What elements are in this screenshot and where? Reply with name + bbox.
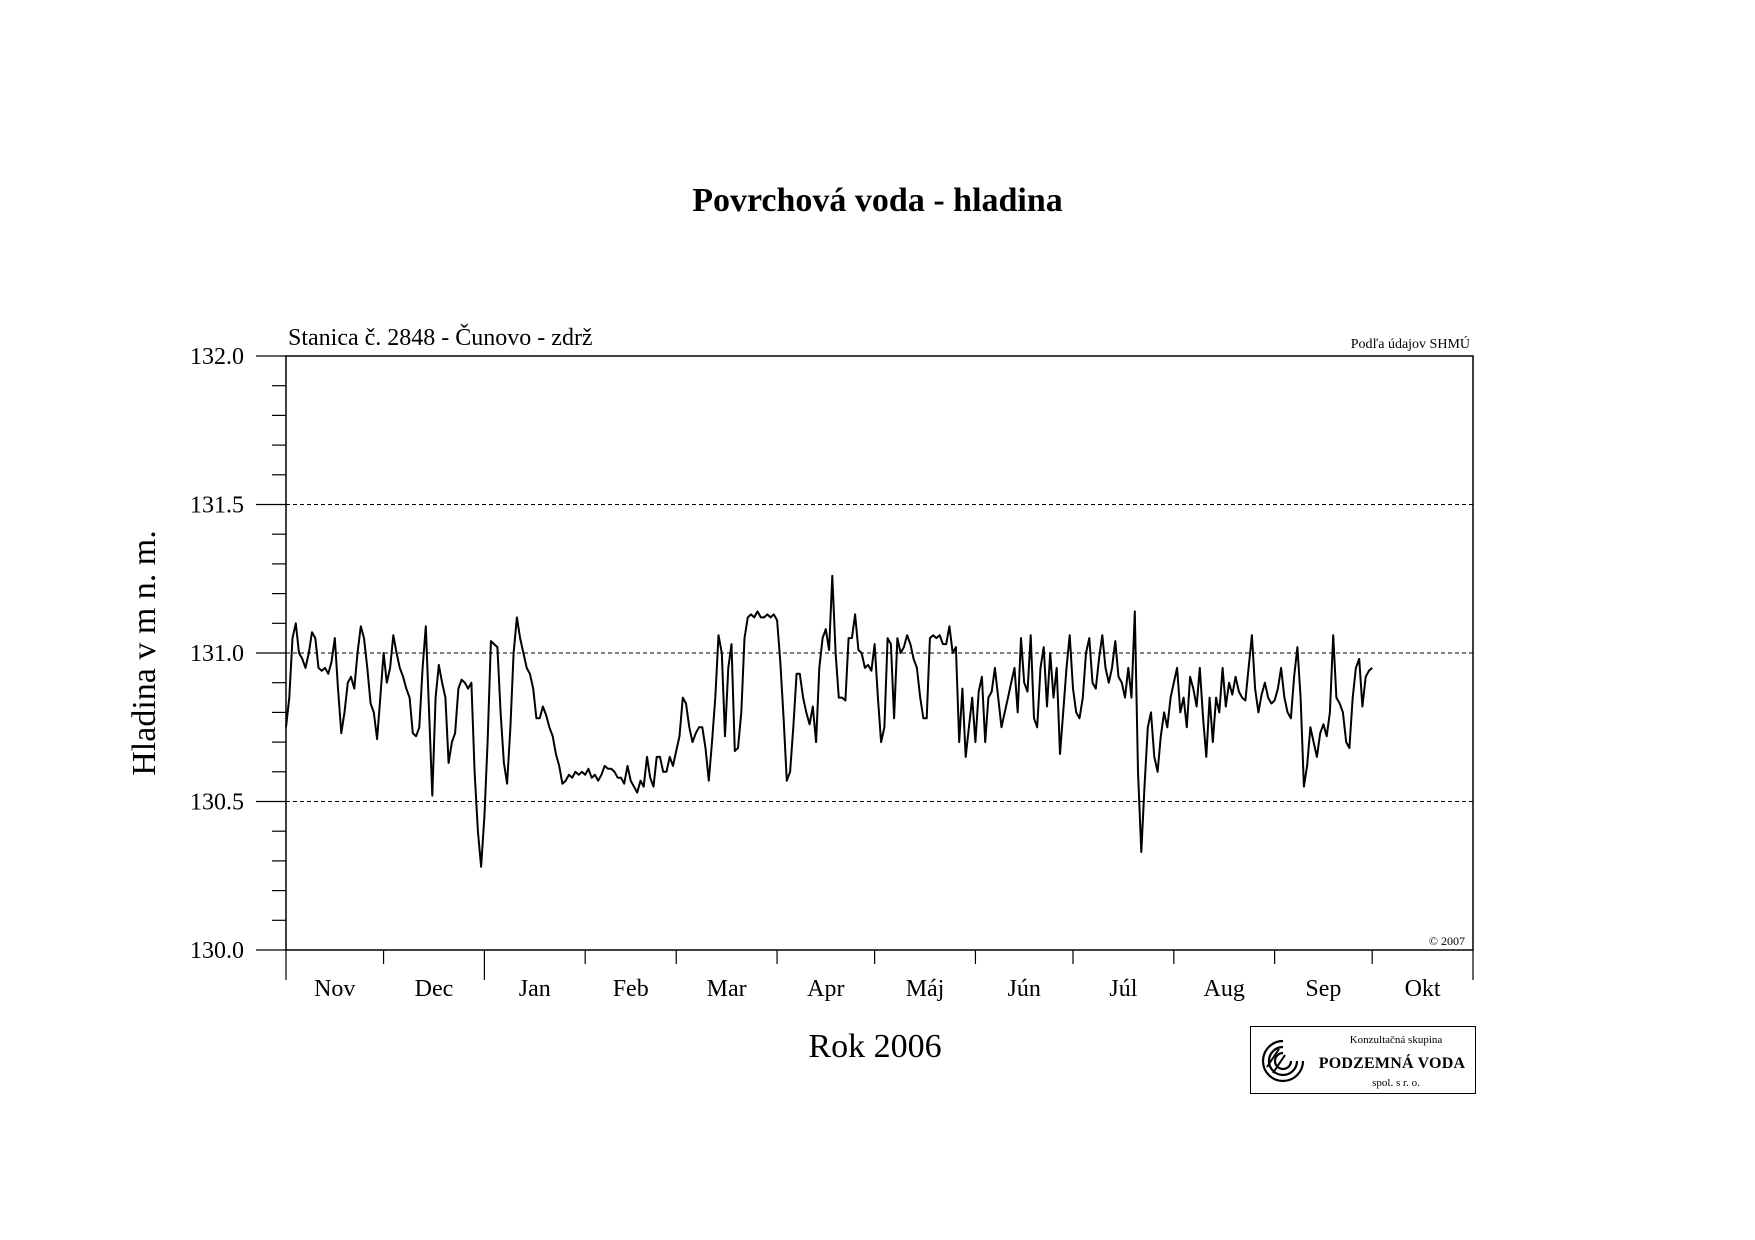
x-tick-label: Feb — [613, 976, 649, 1002]
x-axis-ticks: Nov Dec Jan Feb Mar Apr Máj Jún Júl Aug Sep Okt — [285, 950, 1474, 1002]
logo-line3: spol. s r. o. — [1372, 1077, 1420, 1089]
y-tick-label: 131.5 — [190, 493, 244, 519]
grid-lines — [286, 355, 1473, 802]
y-axis-ticks: 130.0 130.5 131.0 131.5 132.0 — [190, 344, 286, 964]
x-tick-label: Mar — [707, 976, 747, 1002]
x-tick-label: Sep — [1305, 976, 1341, 1002]
x-tick-label: Jún — [1008, 976, 1041, 1002]
x-tick-label: Máj — [906, 976, 945, 1002]
y-tick-label: 131.0 — [190, 641, 244, 667]
series-line — [285, 574, 1373, 868]
chart-subtitle: Stanica č. 2848 - Čunovo - zdrž — [288, 324, 593, 351]
x-tick-label: Júl — [1109, 976, 1137, 1002]
company-logo: Konzultačná skupina PODZEMNÁ VODA spol. … — [1250, 1026, 1476, 1094]
spiral-logo-icon — [1261, 1039, 1305, 1083]
source-note: Podľa údajov SHMÚ — [1351, 335, 1470, 352]
x-tick-label: Dec — [415, 976, 454, 1002]
page-title: Povrchová voda - hladina — [692, 182, 1063, 219]
x-tick-label: Aug — [1204, 976, 1245, 1002]
x-tick-label: Nov — [314, 976, 355, 1002]
x-tick-label: Okt — [1405, 976, 1441, 1002]
copyright-note: © 2007 — [1429, 934, 1465, 948]
logo-line2: PODZEMNÁ VODA — [1318, 1055, 1466, 1072]
y-tick-label: 132.0 — [190, 344, 244, 370]
y-tick-label: 130.0 — [190, 938, 244, 964]
x-tick-label: Apr — [807, 976, 844, 1002]
y-axis-label: Hladina v m n. m. — [126, 530, 163, 776]
x-tick-label: Jan — [519, 976, 551, 1002]
y-tick-label: 130.5 — [190, 790, 244, 816]
x-axis-label: Rok 2006 — [808, 1028, 941, 1065]
logo-line1: Konzultačná skupina — [1349, 1034, 1443, 1046]
